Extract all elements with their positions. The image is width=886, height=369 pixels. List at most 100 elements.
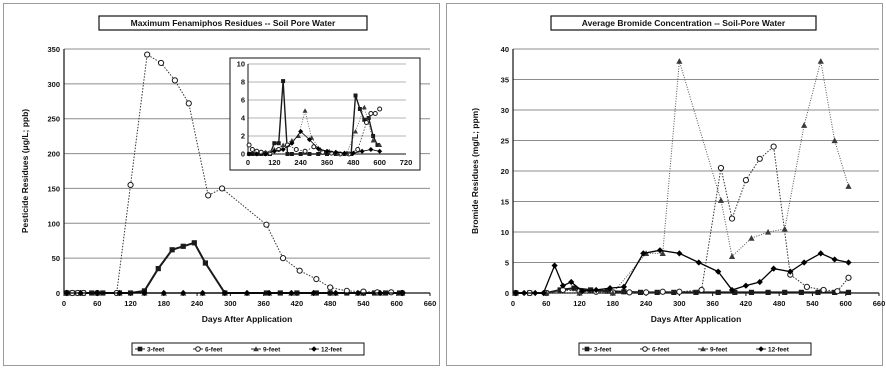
data-point-3-feet <box>191 240 197 246</box>
inset-data-point-6-feet <box>293 147 299 152</box>
inset-data-point-12-feet <box>263 151 269 157</box>
inset-data-point-6-feet <box>377 106 383 112</box>
data-point-3-feet <box>732 289 738 295</box>
data-point-6-feet <box>756 155 763 162</box>
data-point-12-feet <box>742 282 750 289</box>
data-point-6-feet <box>218 185 226 192</box>
data-point-9-feet <box>609 289 616 296</box>
inset-x-tick-label: 240 <box>294 158 307 167</box>
x-tick-label: 540 <box>357 299 370 308</box>
legend-marker-3-feet <box>137 346 143 352</box>
data-point-3-feet <box>571 285 577 291</box>
data-point-12-feet <box>77 289 84 297</box>
legend-marker-9-feet <box>700 346 706 352</box>
fenamiphos-chart-panel: Maximum Fenamiphos Residues -- Soil Pore… <box>3 3 440 366</box>
inset-y-tick-label: 8 <box>241 78 245 87</box>
data-point-6-feet <box>626 289 633 296</box>
y-tick-label: 0 <box>505 289 509 298</box>
inset-data-point-12-feet <box>246 151 252 157</box>
x-tick-label: 300 <box>673 299 686 308</box>
data-point-9-feet <box>817 58 824 64</box>
data-point-12-feet <box>756 278 763 286</box>
data-point-6-feet <box>676 288 683 295</box>
x-tick-label: 180 <box>607 299 620 308</box>
inset-data-point-12-feet <box>350 150 356 156</box>
inset-x-tick-label: 720 <box>400 158 413 167</box>
inset-data-point-3-feet <box>375 143 380 147</box>
data-point-12-feet <box>817 250 824 257</box>
inset-data-point-6-feet <box>311 144 317 150</box>
data-point-12-feet <box>399 289 406 297</box>
inset-data-point-3-feet <box>276 141 281 146</box>
panel-frame <box>3 3 440 366</box>
inset-data-point-12-feet <box>359 148 365 154</box>
inset-data-point-3-feet <box>307 152 312 156</box>
inset-data-point-12-feet <box>377 148 383 154</box>
inset-data-point-3-feet <box>362 117 367 122</box>
chart-title: Average Bromide Concentration -- Soil-Po… <box>582 18 786 28</box>
inset-data-point-6-feet <box>246 142 252 148</box>
inset-data-point-3-feet <box>371 134 376 138</box>
inset-data-point-3-feet <box>353 93 358 98</box>
legend: 3-feet 6-feet 9-feet 12-feet <box>578 342 812 356</box>
inset-data-point-12-feet <box>368 147 374 152</box>
inset-data-point-3-feet <box>272 141 277 146</box>
x-tick-label: 420 <box>740 299 753 308</box>
y-tick-label: 150 <box>47 184 60 193</box>
inset-series-line-12-feet <box>249 130 380 155</box>
data-point-12-feet <box>243 289 251 297</box>
inset-data-point-6-feet <box>249 147 255 152</box>
data-point-12-feet <box>199 289 206 297</box>
x-tick-label: 180 <box>158 299 171 308</box>
data-point-12-feet <box>332 289 339 297</box>
inset-data-point-12-feet <box>254 151 260 157</box>
inset-x-tick-label: 120 <box>268 158 281 167</box>
inset-series-line-9-feet <box>249 105 380 155</box>
y-tick-label: 25 <box>501 137 509 146</box>
bromide-chart-panel: Average Bromide Concentration -- Soil-Po… <box>443 0 886 369</box>
data-point-6-feet <box>845 274 852 281</box>
legend-label-3-feet: 3-feet <box>594 347 612 354</box>
data-point-12-feet <box>715 268 722 275</box>
data-point-12-feet <box>221 289 228 297</box>
inset-y-tick-label: 2 <box>241 132 245 141</box>
inset-data-point-3-feet <box>281 79 286 84</box>
inset-data-point-12-feet <box>289 140 295 146</box>
data-point-9-feet <box>676 58 683 64</box>
data-point-6-feet <box>279 255 287 262</box>
y-tick-label: 200 <box>47 150 60 159</box>
legend-label-9-feet: 9-feet <box>710 347 728 354</box>
inset-data-point-9-feet <box>335 150 341 156</box>
inset-y-tick-label: 6 <box>241 96 245 105</box>
data-point-9-feet <box>801 122 808 128</box>
y-tick-label: 250 <box>47 115 60 124</box>
data-point-6-feet <box>144 51 151 58</box>
legend-marker-12-feet <box>311 346 317 352</box>
inset-data-point-12-feet <box>271 148 277 154</box>
data-point-6-feet <box>157 59 165 67</box>
data-point-6-feet <box>742 177 750 184</box>
y-tick-label: 100 <box>47 219 60 228</box>
inset-data-point-6-feet <box>372 111 378 116</box>
x-tick-label: 60 <box>93 299 101 308</box>
data-point-9-feet <box>659 250 666 256</box>
inset-x-tick-label: 0 <box>246 158 250 167</box>
data-point-12-feet <box>63 289 70 297</box>
x-tick-label: 120 <box>573 299 586 308</box>
x-tick-label: 60 <box>542 299 550 308</box>
inset-y-tick-label: 10 <box>237 60 245 69</box>
data-point-12-feet <box>94 289 101 297</box>
data-point-12-feet <box>310 289 317 297</box>
y-tick-label: 40 <box>501 45 509 54</box>
x-tick-label: 360 <box>706 299 719 308</box>
data-point-12-feet <box>116 289 123 297</box>
inset-data-point-9-feet <box>361 104 367 110</box>
data-point-12-feet <box>676 250 683 257</box>
data-point-12-feet <box>831 256 838 263</box>
data-point-6-feet <box>327 284 334 291</box>
inset-data-point-3-feet <box>298 152 303 156</box>
data-point-3-feet <box>693 289 699 295</box>
legend-box <box>131 342 365 356</box>
inset-x-tick-label: 600 <box>373 158 386 167</box>
inset-data-point-12-feet <box>324 148 330 154</box>
